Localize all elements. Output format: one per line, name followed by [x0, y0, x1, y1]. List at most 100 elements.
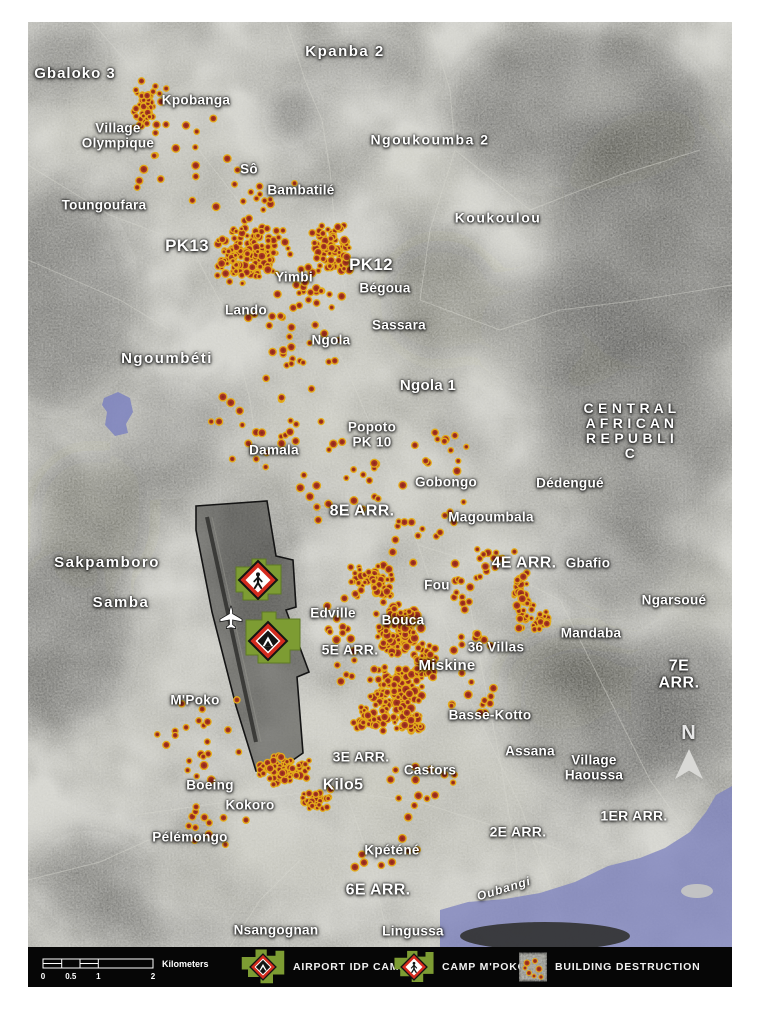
- destruction-dot: [162, 740, 171, 750]
- legend-person-diamond-icon: [400, 953, 428, 981]
- destruction-dot: [221, 268, 231, 279]
- destruction-dot: [393, 725, 400, 732]
- destruction-dot: [182, 723, 190, 731]
- destruction-dot: [457, 577, 466, 585]
- destruction-dot: [326, 628, 334, 636]
- destruction-dot: [284, 758, 290, 765]
- destruction-dot: [428, 672, 438, 682]
- destruction-dot: [285, 427, 295, 437]
- destruction-dot: [156, 175, 165, 184]
- destruction-dot: [414, 644, 423, 652]
- destruction-dot: [139, 164, 149, 174]
- destruction-dot: [388, 547, 398, 557]
- destruction-dot: [319, 242, 328, 251]
- destruction-dot: [185, 757, 193, 765]
- destruction-dot: [225, 277, 234, 286]
- destruction-dot: [457, 633, 465, 641]
- destruction-dot: [404, 617, 414, 628]
- destruction-dot: [346, 245, 352, 251]
- destruction-dot: [178, 700, 186, 708]
- destruction-dot: [317, 287, 325, 295]
- destruction-dot: [324, 499, 333, 509]
- destruction-dot: [488, 683, 498, 693]
- destruction-dot: [491, 564, 499, 572]
- destruction-dot: [287, 322, 296, 332]
- destruction-dot: [200, 813, 209, 822]
- destruction-dot: [323, 803, 331, 811]
- destruction-dot: [382, 698, 389, 705]
- destruction-dot: [468, 678, 475, 686]
- destruction-dot: [276, 752, 286, 762]
- destruction-dot: [232, 252, 239, 259]
- airport-runway: [205, 516, 258, 743]
- destruction-dot: [191, 837, 199, 845]
- destruction-dot: [233, 696, 241, 704]
- destruction-dot: [288, 764, 297, 773]
- airport-idp-camp-icon: [241, 949, 285, 984]
- destruction-dot: [162, 85, 170, 92]
- destruction-dot: [400, 517, 409, 527]
- destruction-dot: [260, 206, 267, 213]
- destruction-dot: [312, 481, 322, 491]
- destruction-dot: [434, 435, 441, 443]
- destruction-dot: [518, 572, 528, 582]
- destruction-dot: [191, 172, 200, 181]
- destruction-dot: [372, 701, 380, 709]
- legend-label-airport-idp-camp: AIRPORT IDP CAMP: [293, 961, 408, 973]
- destruction-dot: [332, 614, 341, 623]
- scale-bar: 0 0.5 1 2 Kilometers: [41, 958, 209, 981]
- destruction-dot: [419, 640, 426, 648]
- destruction-dot: [230, 234, 238, 242]
- destruction-dot: [342, 252, 352, 262]
- destruction-dot: [417, 723, 423, 730]
- destruction-dot: [305, 765, 312, 772]
- destruction-dot: [276, 312, 285, 321]
- destruction-dot: [285, 245, 291, 252]
- destruction-dot: [381, 663, 389, 671]
- destruction-dot: [191, 160, 201, 171]
- airport-airplane-icon: [219, 605, 243, 630]
- destruction-dot: [132, 112, 140, 120]
- destruction-dot: [152, 82, 159, 90]
- destruction-dot: [379, 726, 387, 735]
- destruction-dot: [458, 669, 466, 678]
- destruction-dot: [410, 441, 419, 450]
- destruction-dot: [413, 791, 423, 801]
- destruction-dot: [339, 235, 349, 245]
- camp-mpoko-icon: [394, 950, 434, 982]
- destruction-dot: [314, 515, 323, 525]
- destruction-dot: [291, 179, 298, 187]
- destruction-dot: [419, 525, 426, 533]
- destruction-dot: [132, 104, 140, 113]
- destruction-dot: [242, 816, 250, 824]
- destruction-dot: [198, 705, 206, 713]
- destruction-dot: [305, 492, 315, 502]
- destruction-dot: [414, 846, 422, 854]
- destruction-dot: [361, 579, 368, 586]
- destruction-dot: [277, 438, 286, 448]
- destruction-dot: [312, 790, 320, 798]
- destruction-dot: [326, 785, 335, 794]
- map-canvas: [28, 22, 732, 947]
- destruction-dot: [199, 760, 209, 771]
- destruction-dot: [248, 262, 257, 272]
- destruction-dot: [137, 77, 146, 85]
- destruction-dot: [489, 554, 498, 562]
- destruction-dot: [334, 256, 343, 265]
- destruction-dot: [440, 437, 449, 446]
- destruction-dot: [316, 801, 323, 808]
- destruction-dot: [131, 124, 138, 131]
- destruction-dot: [351, 589, 360, 598]
- destruction-dot: [418, 683, 426, 690]
- destruction-dot: [410, 775, 421, 785]
- destruction-dot: [277, 393, 286, 402]
- destruction-dot: [350, 862, 360, 872]
- destruction-dot: [261, 197, 269, 205]
- destruction-dot: [440, 770, 449, 779]
- destruction-dot: [365, 476, 374, 485]
- destruction-dot: [405, 847, 413, 855]
- destruction-dot: [390, 621, 399, 630]
- destruction-dot: [260, 770, 267, 777]
- destruction-dot: [367, 693, 374, 700]
- destruction-dot: [265, 321, 274, 330]
